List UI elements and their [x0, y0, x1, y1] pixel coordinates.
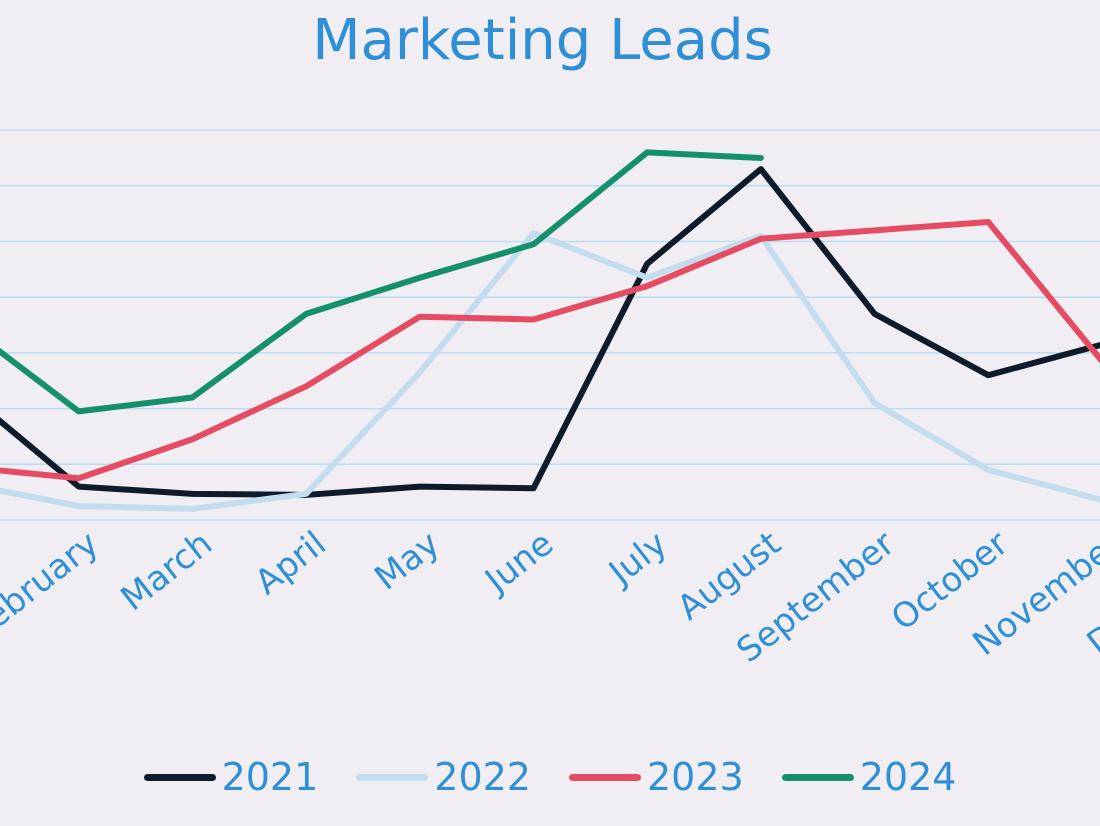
- legend-swatch: [781, 773, 854, 781]
- legend-item: 2021: [143, 755, 319, 799]
- legend-swatch: [356, 773, 429, 781]
- legend: 2021 2022 2023 2024: [0, 755, 1100, 799]
- x-tick-label: March: [114, 524, 220, 619]
- legend-swatch: [143, 773, 216, 781]
- legend-label: 2024: [859, 755, 957, 799]
- series-line-2022: [0, 230, 1100, 512]
- legend-item: 2023: [569, 755, 744, 799]
- legend-label: 2022: [434, 755, 531, 799]
- x-tick-label: June: [476, 524, 561, 602]
- x-tick-label: February: [0, 524, 106, 648]
- legend-swatch: [569, 773, 641, 781]
- x-tick-label: July: [600, 524, 674, 594]
- series-line-2024: [0, 149, 764, 415]
- x-tick-label: April: [248, 524, 334, 603]
- legend-item: 2022: [356, 755, 531, 799]
- legend-label: 2023: [647, 755, 744, 799]
- legend-label: 2021: [221, 755, 319, 799]
- chart-title: Marketing Leads: [312, 8, 773, 73]
- legend-item: 2024: [781, 755, 957, 799]
- x-tick-label: May: [367, 524, 447, 599]
